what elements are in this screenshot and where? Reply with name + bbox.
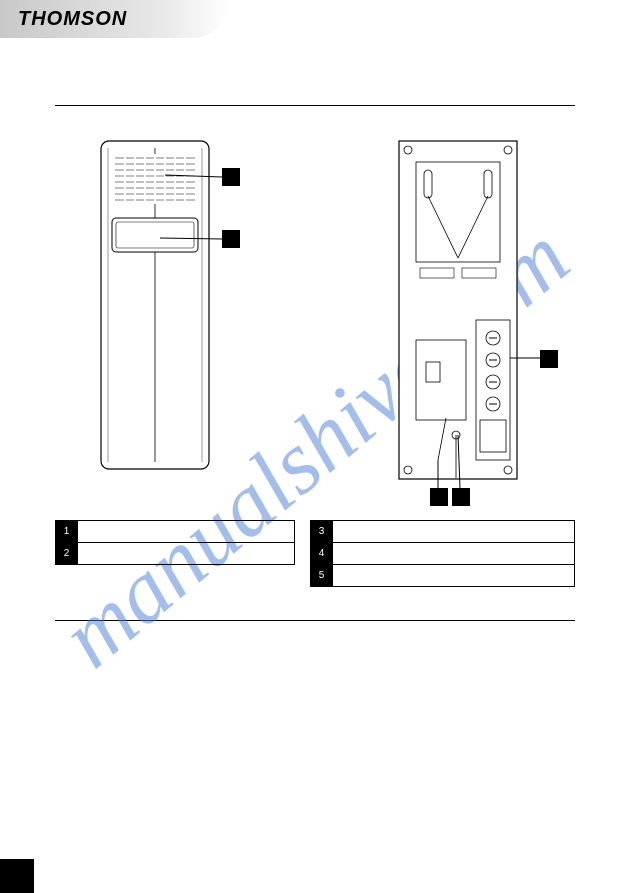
table-row: 1 — [56, 521, 295, 543]
callout-3 — [540, 350, 558, 368]
callout-5 — [452, 488, 470, 506]
legend-num: 2 — [56, 543, 78, 565]
legend-label — [333, 565, 575, 587]
callout-4 — [430, 488, 448, 506]
legend-num: 5 — [311, 565, 333, 587]
table-row: 2 — [56, 543, 295, 565]
back-callout-lines — [0, 0, 629, 893]
legend-label — [78, 521, 295, 543]
legend-label — [333, 521, 575, 543]
legend-label — [78, 543, 295, 565]
table-row: 3 — [311, 521, 575, 543]
legend-num: 1 — [56, 521, 78, 543]
legend-right: 3 4 5 — [310, 520, 575, 587]
legend-left: 1 2 — [55, 520, 295, 565]
legend-label — [333, 543, 575, 565]
table-row: 5 — [311, 565, 575, 587]
legend-num: 4 — [311, 543, 333, 565]
table-row: 4 — [311, 543, 575, 565]
legend-num: 3 — [311, 521, 333, 543]
page-number-block — [0, 859, 34, 893]
